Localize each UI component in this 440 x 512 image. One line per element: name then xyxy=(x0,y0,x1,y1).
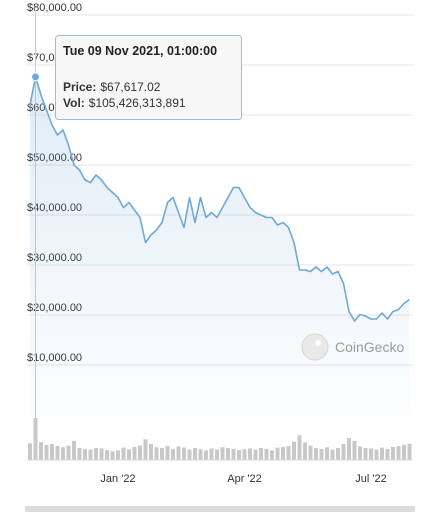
tooltip-label: Price: xyxy=(63,80,96,94)
tooltip-row: Vol: $105,426,313,891 xyxy=(63,96,186,110)
volume-bar xyxy=(303,442,307,460)
volume-bar xyxy=(55,446,60,460)
volume-bar xyxy=(116,450,120,460)
hover-point xyxy=(31,72,40,82)
volume-bar xyxy=(407,443,412,460)
volume-bar xyxy=(94,448,98,460)
volume-bar xyxy=(391,446,395,460)
volume-bar xyxy=(270,450,274,460)
volume-bar xyxy=(253,449,258,460)
volume-bar xyxy=(325,447,329,460)
price-area xyxy=(30,76,410,415)
volume-bar xyxy=(330,449,335,460)
volume-bar xyxy=(143,439,148,460)
volume-bar xyxy=(105,450,109,460)
tooltip-value: $105,426,313,891 xyxy=(89,96,186,110)
volume-bar xyxy=(242,449,247,460)
logo xyxy=(301,333,329,361)
volume-bar xyxy=(149,444,153,460)
volume-bar xyxy=(220,447,225,460)
volume-bar xyxy=(204,450,208,460)
volume-bar xyxy=(182,447,186,460)
x-tick-label: Jan '22 xyxy=(100,473,135,485)
volume-bar xyxy=(198,449,203,460)
volume-bar xyxy=(187,449,192,460)
x-tick-label: Apr '22 xyxy=(227,473,262,485)
volume-bar xyxy=(259,448,263,460)
volume-bar xyxy=(237,450,241,460)
volume-bar xyxy=(171,448,175,460)
volume-bar xyxy=(193,448,197,460)
volume-bar xyxy=(165,446,170,460)
volume-bar xyxy=(61,447,65,460)
volume-bar xyxy=(374,449,379,460)
volume-bar xyxy=(110,451,115,460)
price-line xyxy=(29,76,410,322)
volume-bar xyxy=(215,449,219,460)
volume-bar xyxy=(39,442,43,460)
volume-bar xyxy=(286,446,291,460)
volume-bar xyxy=(248,448,252,460)
volume-bar xyxy=(347,438,351,460)
volume-bar xyxy=(209,448,214,460)
volume-bar xyxy=(83,448,87,460)
logo-eye xyxy=(315,340,321,346)
volume-bar xyxy=(226,448,230,460)
volume-bar xyxy=(160,448,164,460)
volume-bar xyxy=(281,446,285,460)
volume-bar xyxy=(132,446,137,460)
volume-bar xyxy=(28,443,32,460)
volume-bar xyxy=(380,447,384,460)
volume-bar xyxy=(99,448,104,460)
volume-bar xyxy=(385,448,390,460)
volume-bar xyxy=(275,447,280,460)
tooltip-value: $67,617.02 xyxy=(100,80,160,94)
volume-bar xyxy=(176,446,181,460)
volume-bar xyxy=(396,446,401,460)
scrollbar[interactable] xyxy=(25,506,415,512)
volume-bar xyxy=(358,446,362,460)
tooltip-box xyxy=(55,35,242,120)
volume-bar xyxy=(341,444,346,460)
volume-bar xyxy=(363,448,368,460)
volume-bar xyxy=(66,445,71,460)
volume-bar xyxy=(314,448,318,460)
volume-bar xyxy=(72,440,76,460)
tooltip: Tue 09 Nov 2021, 01:00:00 Price: $67,617.0… xyxy=(55,35,242,120)
volume-bar xyxy=(336,448,340,460)
volume-bar xyxy=(297,435,302,460)
volume-bar xyxy=(402,444,406,460)
volume-bar xyxy=(77,448,82,460)
watermark: CoinGecko xyxy=(335,339,404,355)
y-tick-label: $80,000.00 xyxy=(27,2,82,14)
volume-bar xyxy=(264,448,269,460)
volume-bar xyxy=(44,444,49,460)
volume-bar xyxy=(138,445,142,460)
volume-bar xyxy=(319,448,324,460)
tooltip-title: Tue 09 Nov 2021, 01:00:00 xyxy=(63,44,217,58)
volume-bar xyxy=(292,441,296,460)
volume-bar xyxy=(127,449,131,460)
x-tick-label: Jul '22 xyxy=(355,473,386,485)
volume-bar xyxy=(352,440,357,460)
tooltip-row: Price: $67,617.02 xyxy=(63,80,161,94)
volume-bar xyxy=(369,448,373,460)
tooltip-label: Vol: xyxy=(63,96,85,110)
volume-bar xyxy=(121,447,126,460)
volume-bar xyxy=(154,447,159,460)
volume-bar xyxy=(88,449,93,460)
volume-bar xyxy=(231,448,236,460)
volume-bar xyxy=(308,445,313,460)
volume-bar xyxy=(50,444,54,460)
